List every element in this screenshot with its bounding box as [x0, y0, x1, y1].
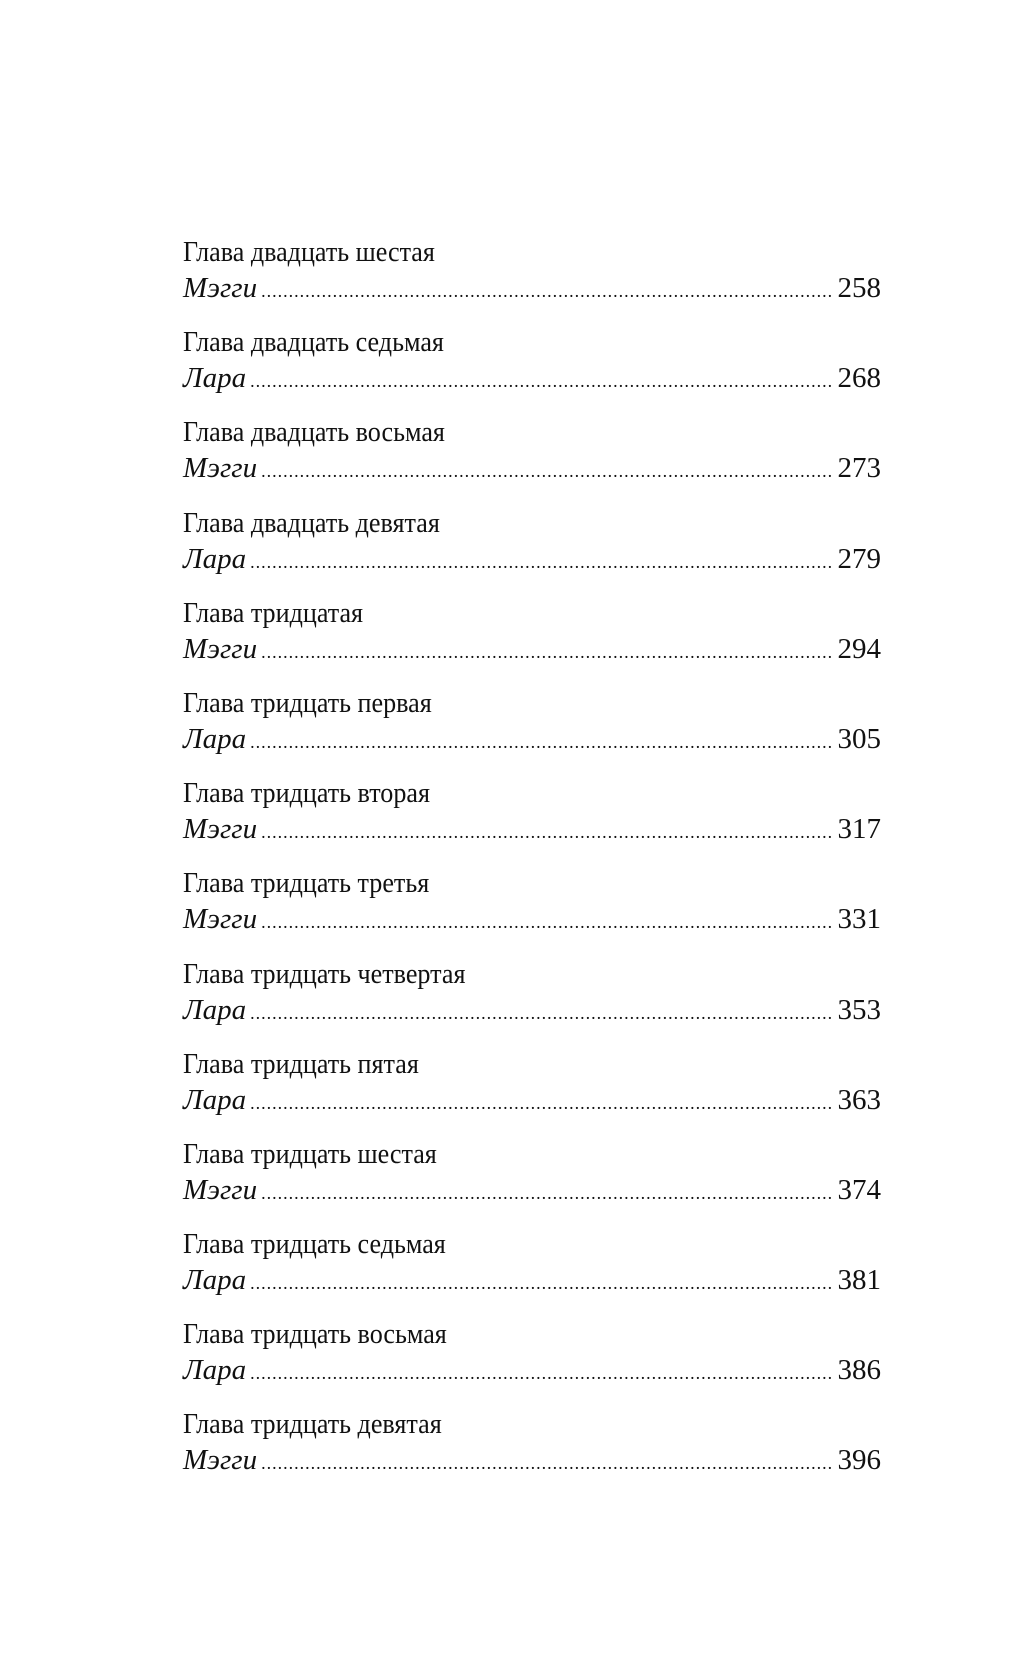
narrator-name: Мэгги — [183, 632, 258, 665]
page-number: 331 — [837, 903, 882, 936]
page-number: 273 — [837, 452, 882, 485]
chapter-title: Глава тридцать седьмая — [183, 1228, 446, 1261]
chapter-title: Глава двадцать девятая — [183, 506, 440, 539]
dot-leader — [250, 1355, 833, 1391]
page-number: 294 — [837, 632, 882, 665]
toc-line: Мэгги 273 — [183, 450, 881, 489]
narrator-name: Лара — [183, 542, 247, 575]
toc-line: Мэгги 294 — [183, 631, 881, 670]
page-number: 268 — [837, 362, 882, 395]
dot-leader — [261, 1445, 833, 1481]
toc-entry: Глава тридцать третья Мэгги 331 — [183, 865, 881, 955]
toc-entry: Глава двадцать седьмая Лара 268 — [183, 324, 881, 414]
toc-line: Лара 268 — [183, 360, 881, 399]
dot-leader — [261, 453, 833, 489]
page-number: 374 — [837, 1173, 882, 1206]
page-number: 258 — [837, 272, 882, 304]
chapter-title: Глава двадцать шестая — [183, 236, 435, 268]
page-number: 386 — [837, 1354, 882, 1387]
narrator-name: Лара — [183, 1083, 247, 1116]
page-number: 317 — [837, 813, 882, 846]
dot-leader — [261, 814, 833, 850]
toc-entry: Глава тридцатая Мэгги 294 — [183, 595, 881, 685]
chapter-title: Глава тридцать девятая — [183, 1408, 442, 1441]
chapter-title: Глава двадцать восьмая — [183, 416, 445, 449]
dot-leader — [261, 1175, 833, 1211]
toc-line: Лара 305 — [183, 721, 881, 760]
toc-entry: Глава тридцать шестая Мэгги 374 — [183, 1136, 881, 1226]
toc-line: Лара 353 — [183, 992, 881, 1031]
chapter-title: Глава тридцать восьмая — [183, 1318, 447, 1351]
narrator-name: Лара — [183, 1264, 247, 1297]
narrator-name: Мэгги — [183, 452, 258, 485]
dot-leader — [250, 724, 833, 760]
toc-line: Мэгги 374 — [183, 1172, 881, 1211]
dot-leader — [250, 1085, 833, 1121]
narrator-name: Лара — [183, 993, 247, 1026]
toc-entry: Глава тридцать седьмая Лара 381 — [183, 1226, 881, 1316]
table-of-contents: Глава двадцать шестая Мэгги 258 Глава дв… — [183, 234, 881, 1497]
page-number: 305 — [837, 722, 882, 755]
page-number: 363 — [837, 1083, 882, 1116]
toc-line: Лара 279 — [183, 541, 881, 580]
toc-entry: Глава тридцать восьмая Лара 386 — [183, 1316, 881, 1406]
narrator-name: Мэгги — [183, 1173, 258, 1206]
dot-leader — [250, 1265, 833, 1301]
page-number: 381 — [837, 1264, 882, 1297]
dot-leader — [250, 363, 833, 399]
toc-line: Лара 363 — [183, 1082, 881, 1121]
dot-leader — [261, 273, 833, 309]
page-number: 353 — [837, 993, 882, 1026]
chapter-title: Глава тридцать пятая — [183, 1047, 419, 1080]
narrator-name: Мэгги — [183, 903, 258, 936]
chapter-title: Глава тридцатая — [183, 596, 364, 629]
dot-leader — [250, 544, 833, 580]
toc-entry: Глава тридцать вторая Мэгги 317 — [183, 775, 881, 865]
toc-entry: Глава тридцать девятая Мэгги 396 — [183, 1406, 881, 1496]
toc-entry: Глава двадцать шестая Мэгги 258 — [183, 234, 881, 324]
narrator-name: Лара — [183, 362, 247, 395]
toc-entry: Глава тридцать первая Лара 305 — [183, 685, 881, 775]
dot-leader — [261, 634, 833, 670]
toc-line: Лара 386 — [183, 1352, 881, 1391]
narrator-name: Лара — [183, 722, 247, 755]
toc-entry: Глава двадцать восьмая Мэгги 273 — [183, 414, 881, 504]
narrator-name: Мэгги — [183, 1444, 258, 1477]
toc-line: Лара 381 — [183, 1262, 881, 1301]
chapter-title: Глава тридцать первая — [183, 686, 432, 719]
toc-line: Мэгги 331 — [183, 901, 881, 940]
narrator-name: Мэгги — [183, 272, 258, 304]
toc-line: Мэгги 258 — [183, 270, 881, 309]
page-number: 279 — [837, 542, 882, 575]
chapter-title: Глава тридцать вторая — [183, 777, 430, 810]
toc-line: Мэгги 396 — [183, 1442, 881, 1481]
toc-line: Мэгги 317 — [183, 811, 881, 850]
dot-leader — [261, 904, 833, 940]
chapter-title: Глава двадцать седьмая — [183, 326, 444, 359]
chapter-title: Глава тридцать четвертая — [183, 957, 466, 990]
narrator-name: Лара — [183, 1354, 247, 1387]
toc-entry: Глава тридцать четвертая Лара 353 — [183, 956, 881, 1046]
dot-leader — [250, 995, 833, 1031]
toc-entry: Глава двадцать девятая Лара 279 — [183, 505, 881, 595]
chapter-title: Глава тридцать шестая — [183, 1137, 437, 1170]
page-number: 396 — [837, 1444, 882, 1477]
chapter-title: Глава тридцать третья — [183, 867, 430, 900]
narrator-name: Мэгги — [183, 813, 258, 846]
toc-entry: Глава тридцать пятая Лара 363 — [183, 1046, 881, 1136]
